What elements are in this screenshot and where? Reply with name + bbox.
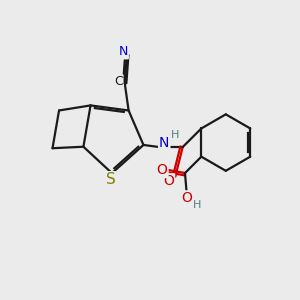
Text: C: C <box>114 75 123 88</box>
Text: O: O <box>163 174 174 188</box>
Text: O: O <box>157 163 167 177</box>
Text: H: H <box>193 200 201 210</box>
Text: H: H <box>171 130 179 140</box>
Text: O: O <box>181 191 192 205</box>
Text: N: N <box>118 45 128 58</box>
Text: N: N <box>159 136 169 151</box>
Text: S: S <box>106 172 115 187</box>
